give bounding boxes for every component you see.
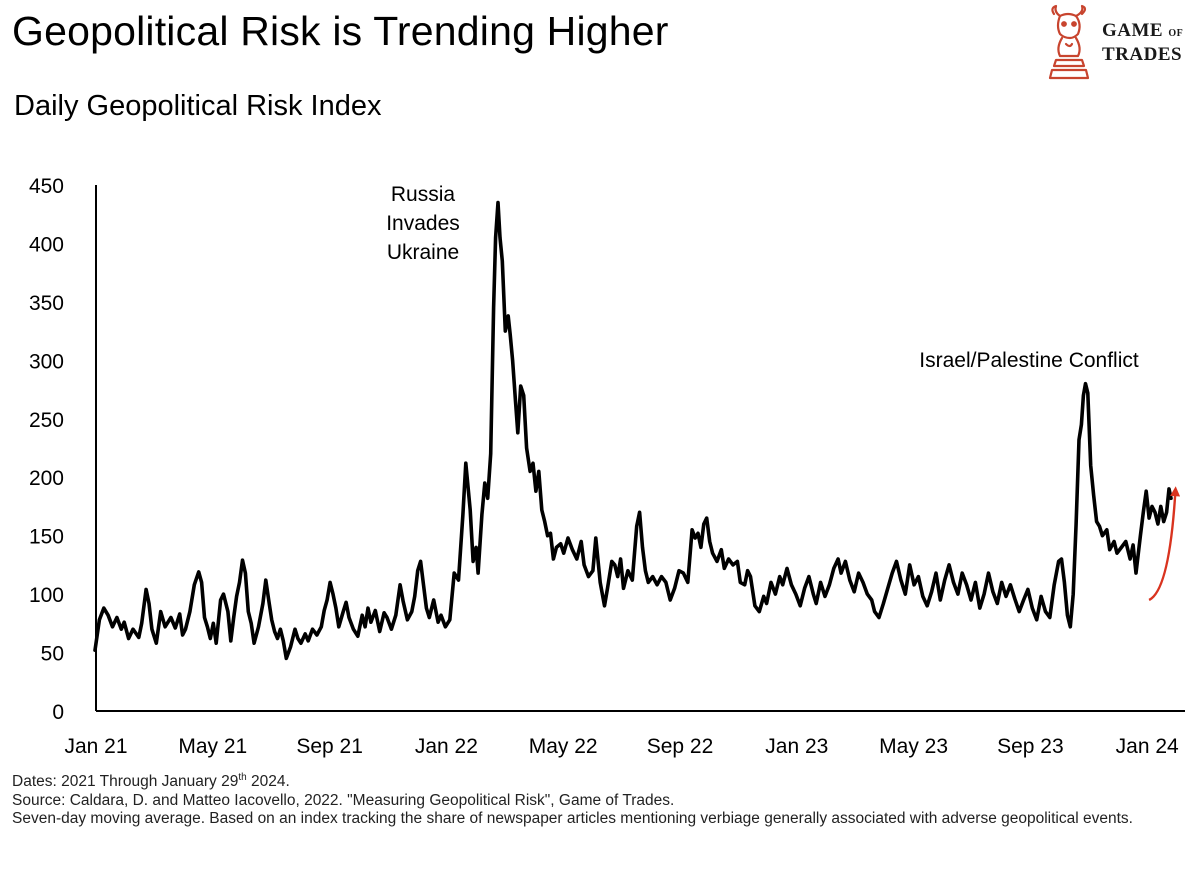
footnotes: Dates: 2021 Through January 29th 2024. S… (12, 769, 1182, 829)
footnote-dates: Dates: 2021 Through January 29th 2024. (12, 769, 1182, 792)
annotation-russia-line3: Ukraine (387, 241, 459, 264)
footnote-dates-prefix: Dates: 2021 Through January 29 (12, 773, 239, 791)
x-axis-ticks: Jan 21 May 21 Sep 21 Jan 22 May 22 Sep 22 Jan … (64, 735, 1179, 758)
y-tick-label-50: 50 (41, 643, 64, 666)
logo-line1: GAME (1102, 20, 1164, 41)
footnote-dates-suffix: 2024. (246, 773, 290, 791)
logo-text: GAME OF TRADES (1102, 20, 1183, 65)
footnote-dates-sup: th (238, 772, 247, 783)
bull-knight-icon (1048, 4, 1090, 80)
footnote-source: Source: Caldara, D. and Matteo Iacovello… (12, 791, 675, 809)
chart-title: Geopolitical Risk is Trending Higher (12, 8, 669, 54)
y-tick-label-450: 450 (29, 175, 64, 198)
game-of-trades-logo: GAME OF TRADES (1042, 4, 1192, 82)
y-tick-label-400: 400 (29, 233, 64, 256)
annotation-israel: Israel/Palestine Conflict (919, 349, 1139, 372)
x-tick-label-jan-24: Jan 24 (1116, 735, 1179, 758)
x-tick-label-jan-23: Jan 23 (765, 735, 828, 758)
x-tick-label-may-21: May 21 (178, 735, 247, 758)
x-tick-label-sep-23: Sep 23 (997, 735, 1064, 758)
annotation-russia-line2: Invades (386, 212, 460, 235)
x-tick-label-jan-22: Jan 22 (415, 735, 478, 758)
x-tick-label-jan-21: Jan 21 (64, 735, 127, 758)
footnote-method: Seven-day moving average. Based on an in… (12, 810, 1133, 828)
y-tick-label-100: 100 (29, 584, 64, 607)
x-tick-label-may-22: May 22 (529, 735, 598, 758)
y-tick-label-0: 0 (52, 701, 64, 724)
annotations: Russia Invades Ukraine Israel/Palestine … (386, 183, 1139, 372)
x-tick-label-may-23: May 23 (879, 735, 948, 758)
y-tick-label-300: 300 (29, 350, 64, 373)
annotation-russia-line1: Russia (391, 183, 456, 206)
logo-line1-small: OF (1168, 28, 1184, 39)
series-line-gpr-index (93, 200, 1173, 661)
x-tick-label-sep-22: Sep 22 (647, 735, 714, 758)
x-tick-label-sep-21: Sep 21 (296, 735, 363, 758)
y-tick-label-200: 200 (29, 467, 64, 490)
y-tick-label-150: 150 (29, 526, 64, 549)
chart-subtitle: Daily Geopolitical Risk Index (14, 90, 382, 122)
trend-arrow (1148, 486, 1181, 602)
y-tick-label-350: 350 (29, 292, 64, 315)
y-tick-label-250: 250 (29, 409, 64, 432)
logo-line2: TRADES (1102, 44, 1183, 65)
y-axis-ticks: 0 50 100 150 200 250 300 350 400 450 (29, 175, 64, 724)
